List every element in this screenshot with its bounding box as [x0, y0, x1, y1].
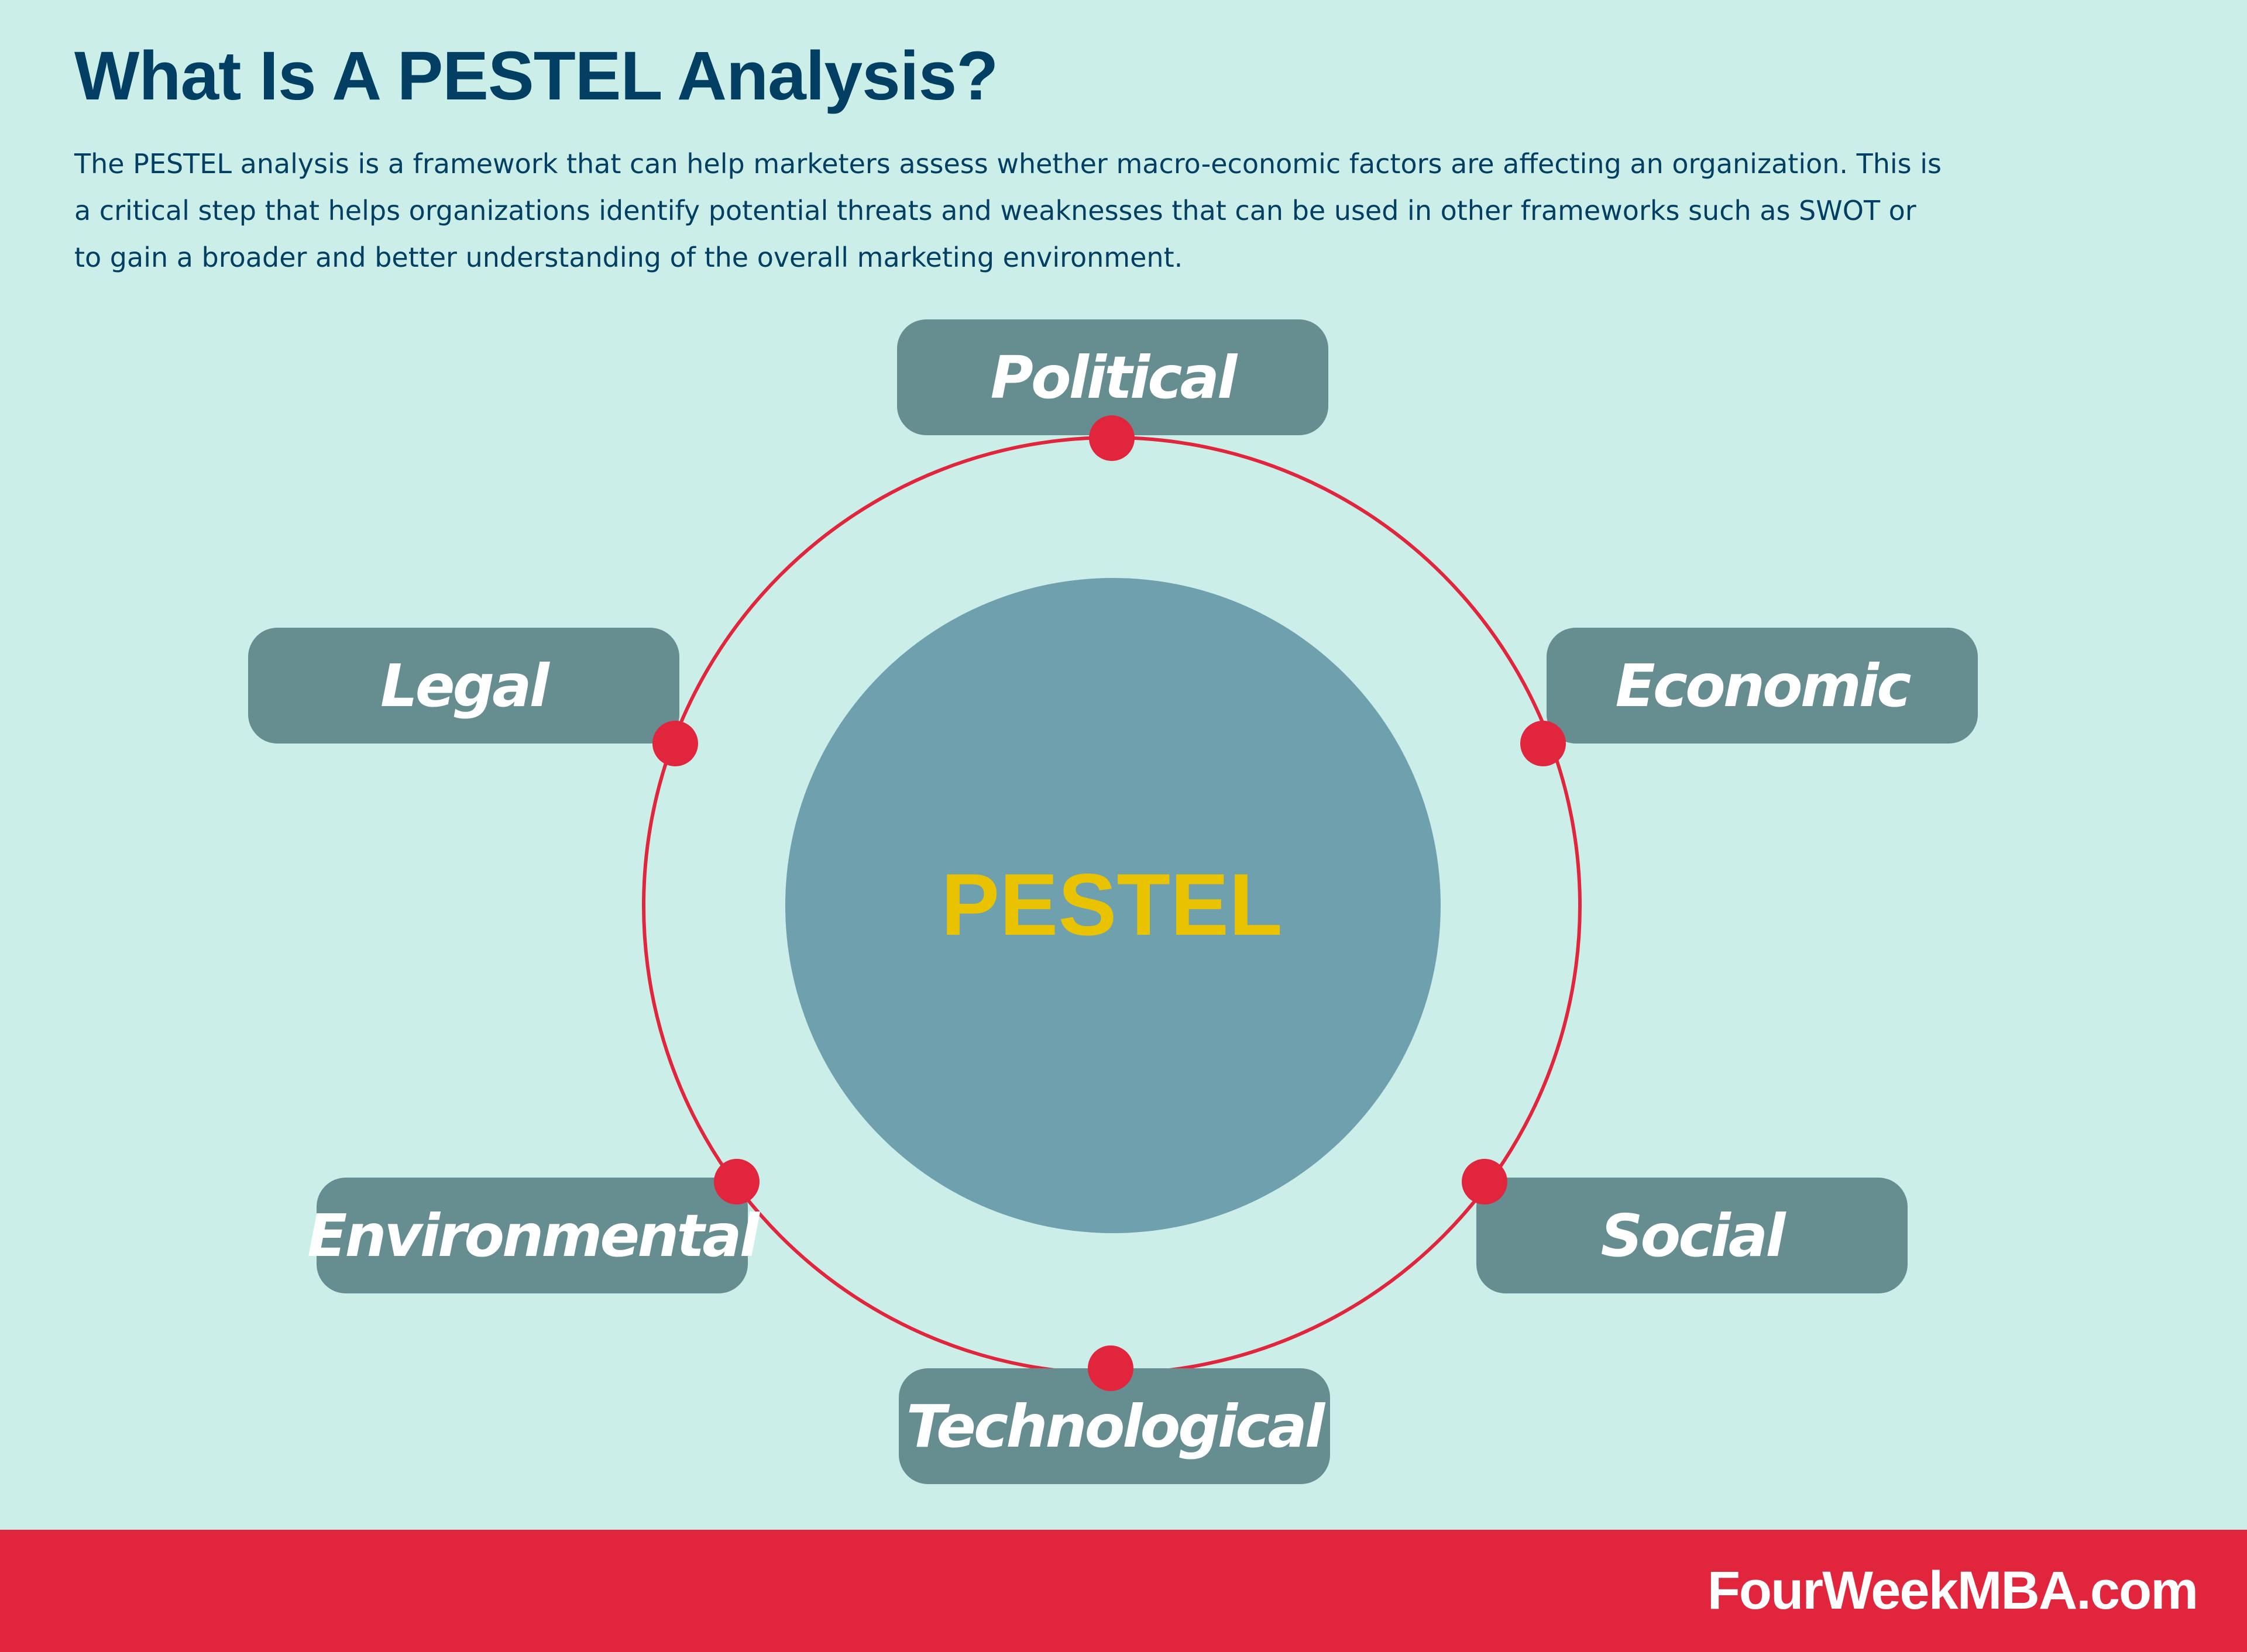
dot-economic — [1520, 721, 1566, 766]
factor-environmental: Environmental — [307, 1178, 760, 1293]
factor-economic: Economic — [1547, 628, 1978, 744]
factor-social: Social — [1476, 1178, 1908, 1293]
page-description: The PESTEL analysis is a framework that … — [74, 148, 1942, 273]
dot-technological — [1088, 1345, 1133, 1391]
footer: FourWeekMBA.com — [0, 1530, 2247, 1652]
dot-political — [1089, 415, 1135, 461]
dot-environmental — [714, 1159, 760, 1204]
dot-legal — [652, 721, 698, 766]
dot-social — [1462, 1159, 1507, 1204]
brand-logo-text: FourWeekMBA.com — [1707, 1561, 2198, 1620]
center-circle — [785, 578, 1441, 1233]
center-label: PESTEL — [941, 855, 1283, 954]
page-title: What Is A PESTEL Analysis? — [74, 37, 998, 115]
factor-political: Political — [897, 319, 1328, 435]
factor-legal: Legal — [248, 628, 679, 744]
